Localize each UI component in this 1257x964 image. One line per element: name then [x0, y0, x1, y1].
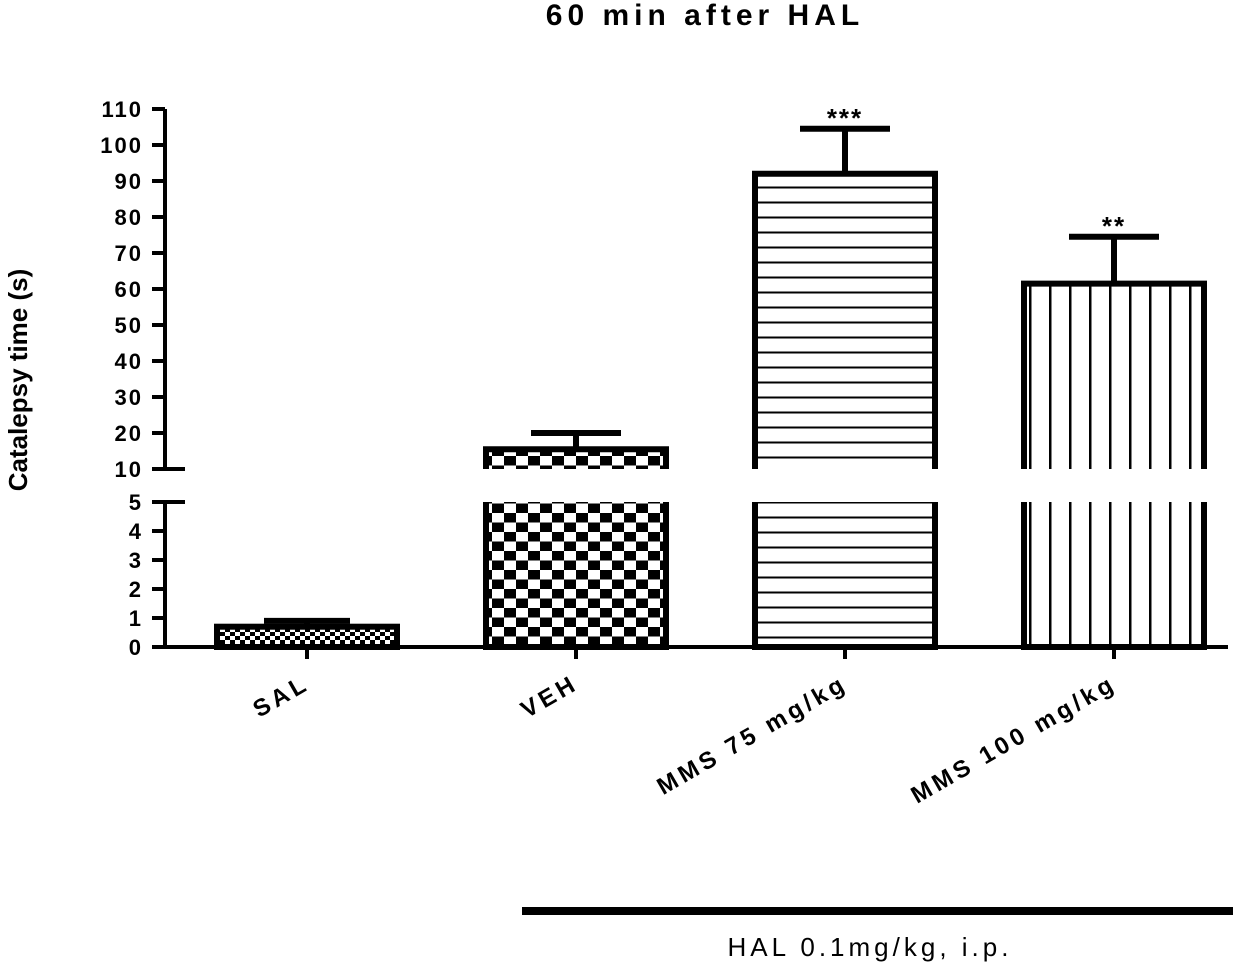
category-label-1: VEH [516, 670, 583, 724]
bar-1-upper [486, 449, 666, 469]
y-tick-label: 30 [115, 385, 143, 410]
category-label-0: SAL [249, 670, 314, 723]
y-tick-label: 110 [102, 97, 144, 122]
y-tick-label: 2 [129, 577, 143, 602]
y-tick-label: 70 [115, 241, 143, 266]
bar-3-upper [1024, 283, 1204, 469]
significance-markers: ***** [827, 103, 1126, 241]
bars [214, 170, 1207, 651]
category-labels: SAL VEH MMS 75 mg/kg MMS 100 mg/kg [249, 670, 1121, 809]
y-tick-label: 90 [115, 169, 143, 194]
y-tick-label: 100 [100, 133, 143, 158]
y-tick-label: 5 [129, 490, 143, 515]
category-label-2: MMS 75 mg/kg [653, 670, 852, 801]
bar-1-lower [486, 502, 666, 647]
significance-marker-2: *** [827, 103, 863, 133]
y-axis-label: Catalepsy time (s) [3, 269, 33, 492]
y-tick-label: 10 [115, 457, 143, 482]
y-tick-label: 80 [115, 205, 143, 230]
bar-2-lower [755, 502, 935, 647]
y-tick-label: 20 [115, 421, 143, 446]
y-tick-label: 40 [115, 349, 143, 374]
y-axis: 0 1 2 3 4 5 10 20 30 40 50 60 70 80 90 100 110 [100, 97, 185, 660]
category-label-3: MMS 100 mg/kg [907, 670, 1121, 809]
group-bracket-label: HAL 0.1mg/kg, i.p. [728, 932, 1013, 962]
y-tick-label: 3 [129, 548, 143, 573]
bar-3-lower [1024, 502, 1204, 647]
y-tick-label: 0 [129, 635, 143, 660]
bar-2-upper [755, 173, 935, 470]
bar-0 [214, 623, 400, 651]
chart-title: 60 min after HAL [546, 0, 864, 32]
x-axis [163, 645, 1228, 659]
error-bars [264, 125, 1159, 627]
y-tick-label: 50 [115, 313, 143, 338]
y-tick-label: 4 [129, 519, 143, 544]
y-tick-label: 60 [115, 277, 143, 302]
significance-marker-3: ** [1102, 211, 1126, 241]
y-tick-label: 1 [129, 606, 143, 631]
